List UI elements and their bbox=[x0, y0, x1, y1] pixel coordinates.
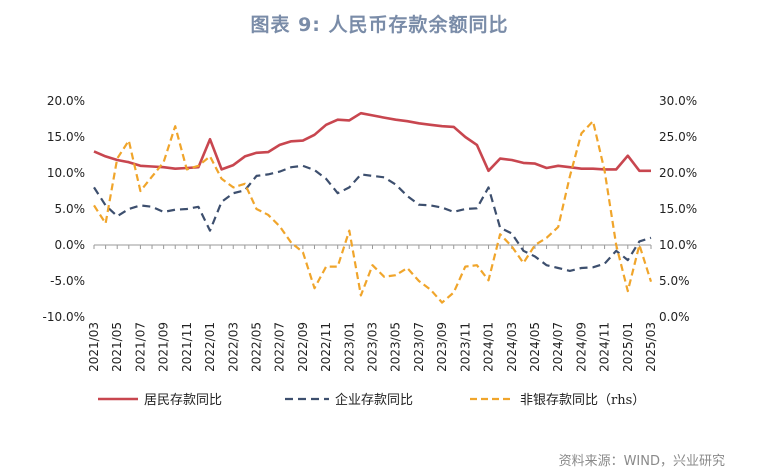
y-left-tick-label: 20.0% bbox=[47, 94, 85, 108]
y-left-tick-label: -5.0% bbox=[50, 274, 85, 288]
x-tick-label: 2021/11 bbox=[180, 322, 194, 372]
x-tick-label: 2025/03 bbox=[644, 322, 658, 372]
x-tick-label: 2022/01 bbox=[203, 322, 217, 372]
x-tick-label: 2025/01 bbox=[621, 322, 635, 372]
y-left-tick-label: 0.0% bbox=[55, 238, 86, 252]
y-right-tick-label: 0.0% bbox=[659, 310, 690, 324]
series-line-2 bbox=[93, 120, 653, 304]
x-tick-label: 2023/05 bbox=[389, 322, 403, 372]
y-right-tick-label: 20.0% bbox=[659, 166, 697, 180]
x-tick-label: 2022/09 bbox=[296, 322, 310, 372]
series-line-1 bbox=[93, 164, 652, 272]
chart-title: 图表 9: 人民币存款余额同比 bbox=[250, 14, 509, 36]
x-tick-label: 2023/07 bbox=[412, 322, 426, 372]
y-right-tick-label: 15.0% bbox=[659, 202, 697, 216]
y-right-tick-label: 5.0% bbox=[659, 274, 690, 288]
x-tick-label: 2022/03 bbox=[226, 322, 240, 372]
x-tick-label: 2022/07 bbox=[273, 322, 287, 372]
x-tick-label: 2023/09 bbox=[435, 322, 449, 372]
x-tick-label: 2024/11 bbox=[598, 322, 612, 372]
legend-label-0: 居民存款同比 bbox=[144, 393, 222, 408]
legend: 居民存款同比 企业存款同比 非银存款同比（rhs） bbox=[98, 392, 645, 408]
x-tick-label: 2024/07 bbox=[551, 322, 565, 372]
y-left-tick-label: 10.0% bbox=[47, 166, 85, 180]
y-right-tick-label: 30.0% bbox=[659, 94, 697, 108]
y-left-tick-label: 5.0% bbox=[55, 202, 86, 216]
x-tick-label: 2024/09 bbox=[574, 322, 588, 372]
series-line-0 bbox=[93, 111, 651, 173]
axes-group: 20.0% 15.0% 10.0% 5.0% 0.0% -5.0% -10.0% 30.0% 2… bbox=[43, 94, 698, 372]
x-tick-label: 2024/03 bbox=[505, 322, 519, 372]
legend-label-2: 非银存款同比（rhs） bbox=[520, 393, 645, 408]
x-tick-label: 2022/05 bbox=[249, 322, 263, 372]
x-tick-label: 2023/11 bbox=[458, 322, 472, 372]
y-left-tick-label: -10.0% bbox=[43, 310, 85, 324]
x-tick-label: 2021/05 bbox=[110, 322, 124, 372]
x-tick-label: 2021/07 bbox=[133, 322, 147, 372]
series-group bbox=[93, 111, 653, 304]
x-tick-label: 2022/11 bbox=[319, 322, 333, 372]
y-right-tick-label: 10.0% bbox=[659, 238, 697, 252]
x-tick-label: 2021/09 bbox=[157, 322, 171, 372]
x-tick-label: 2023/01 bbox=[342, 322, 356, 372]
legend-label-1: 企业存款同比 bbox=[335, 392, 413, 408]
x-tick-label: 2021/03 bbox=[87, 322, 101, 372]
source-note: 资料来源：WIND，兴业研究 bbox=[558, 454, 725, 469]
y-left-tick-label: 15.0% bbox=[47, 130, 85, 144]
y-right-tick-label: 25.0% bbox=[659, 130, 697, 144]
x-tick-label: 2024/05 bbox=[528, 322, 542, 372]
x-tick-label: 2024/01 bbox=[482, 322, 496, 372]
x-tick-label: 2023/03 bbox=[366, 322, 380, 372]
